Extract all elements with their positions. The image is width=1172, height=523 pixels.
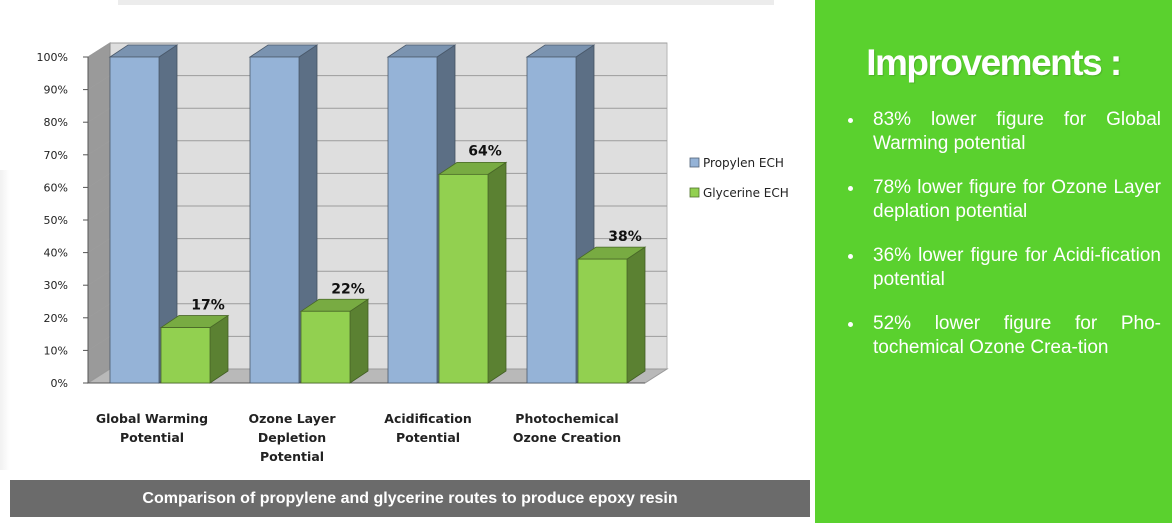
list-item: 36% lower figure for Acidi-fication pote…: [835, 244, 1161, 292]
y-tick-label: 80%: [44, 116, 68, 129]
legend-swatch: [689, 157, 700, 168]
data-label: 17%: [191, 298, 225, 314]
gridline-side: [87, 205, 111, 221]
y-tick-label: 10%: [44, 344, 68, 357]
bullet-icon: [848, 322, 853, 327]
bar-propylen: [387, 56, 438, 384]
top-strip: [118, 0, 774, 5]
y-tick-label: 60%: [44, 181, 68, 194]
gridline-side: [87, 335, 111, 351]
bar-glycerine: [160, 327, 211, 384]
data-label: 64%: [468, 143, 502, 159]
x-tick-label: Acidification: [384, 411, 471, 426]
gridline-side: [87, 107, 111, 123]
bullet-icon: [848, 186, 853, 191]
x-tick-label: Potential: [260, 449, 324, 464]
y-tick-label: 90%: [44, 84, 68, 97]
gridline-side: [87, 75, 111, 91]
y-tick-label: 70%: [44, 149, 68, 162]
bar-propylen: [526, 56, 577, 384]
bar-glycerine: [300, 310, 351, 384]
panel-title: Improvements :: [866, 42, 1122, 83]
gridline-side: [87, 238, 111, 254]
gridline-side: [87, 270, 111, 286]
bar-glycerine: [438, 173, 489, 384]
bullet-text: 36% lower figure for Acidi-fication pote…: [873, 245, 1161, 290]
data-label: 38%: [608, 229, 642, 245]
y-tick-label: 100%: [37, 51, 68, 64]
bar-glycerine: [577, 258, 628, 384]
gridline-side: [87, 140, 111, 156]
y-tick-label: 30%: [44, 279, 68, 292]
list-item: 78% lower figure for Ozone Layer deplati…: [835, 176, 1161, 224]
bar-chart: 0% 10% 20% 30% 40% 50% 60% 70% 80% 90% 100% 17% 22% 6…: [37, 42, 789, 464]
x-tick-label: Ozone Layer: [248, 411, 336, 426]
bar-propylen: [109, 56, 160, 384]
x-tick-label: Global Warming: [96, 411, 208, 426]
x-tick-label: Ozone Creation: [513, 430, 621, 445]
gridline-side: [87, 303, 111, 319]
y-tick-label: 0%: [51, 377, 68, 390]
x-tick-label: Potential: [396, 430, 460, 445]
bar-side: [349, 298, 369, 384]
bullet-text: 52% lower figure for Pho-tochemical Ozon…: [873, 313, 1161, 358]
y-tick-label: 20%: [44, 312, 68, 325]
bullet-icon: [848, 118, 853, 123]
x-tick-label: Depletion: [258, 430, 326, 445]
legend-swatch: [689, 187, 700, 198]
legend-label: Propylen ECH: [703, 156, 784, 170]
left-edge-shade: [0, 170, 10, 470]
bullet-icon: [848, 254, 853, 259]
y-tick-label: 50%: [44, 214, 68, 227]
gridline-side: [87, 42, 111, 58]
x-tick-label: Photochemical: [515, 411, 618, 426]
bar-propylen: [249, 56, 300, 384]
gridline-side: [87, 172, 111, 188]
legend-label: Glycerine ECH: [703, 186, 789, 200]
improvements-panel: Improvements : 83% lower figure for Glob…: [815, 0, 1172, 523]
bullet-text: 78% lower figure for Ozone Layer deplati…: [873, 177, 1161, 222]
y-tick-label: 40%: [44, 247, 68, 260]
x-tick-label: Potential: [120, 430, 184, 445]
improvements-list: 83% lower figure for Global Warming pote…: [835, 108, 1161, 380]
bar-side: [487, 161, 507, 384]
data-label: 22%: [331, 281, 365, 297]
bar-side: [626, 246, 646, 384]
list-item: 83% lower figure for Global Warming pote…: [835, 108, 1161, 156]
chart-caption: Comparison of propylene and glycerine ro…: [10, 480, 810, 517]
list-item: 52% lower figure for Pho-tochemical Ozon…: [835, 312, 1161, 360]
bullet-text: 83% lower figure for Global Warming pote…: [873, 109, 1161, 154]
